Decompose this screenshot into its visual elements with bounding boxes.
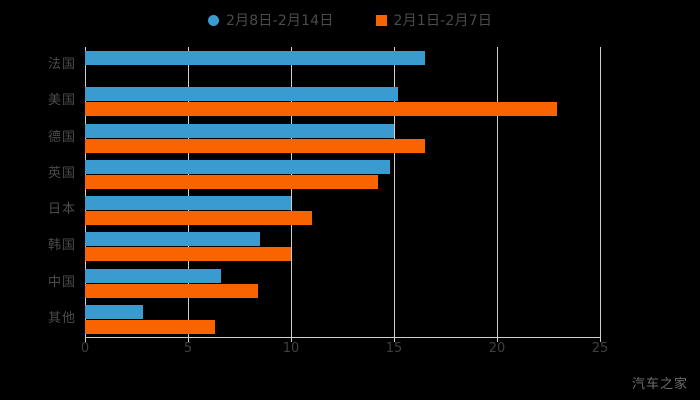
category-label-6: 中国	[47, 274, 76, 290]
legend-item-1[interactable]: 2月1日-2月7日	[375, 10, 493, 30]
square-marker-icon	[375, 14, 387, 26]
x-tick-mark-25	[600, 337, 601, 342]
category-label-4: 日本	[47, 202, 76, 218]
watermark-label: 汽车之家	[631, 377, 688, 392]
bar-current[interactable]	[85, 196, 291, 210]
gridline-x-5	[188, 47, 189, 337]
bar-previous[interactable]	[85, 319, 215, 334]
legend-label-0: 2月8日-2月14日	[225, 13, 334, 29]
bar-current[interactable]	[85, 51, 425, 65]
circle-marker-icon	[207, 14, 219, 26]
category-label-0: 法国	[47, 57, 76, 73]
bar-group	[85, 230, 600, 266]
legend-item-0[interactable]: 2月8日-2月14日	[207, 10, 334, 30]
x-tick-mark-0	[85, 337, 86, 342]
x-tick-label-15: 15	[385, 341, 403, 356]
bar-previous[interactable]	[85, 247, 291, 262]
bar-current[interactable]	[85, 304, 143, 319]
category-label-7: 其他	[47, 310, 76, 326]
bar-previous[interactable]	[85, 174, 378, 189]
plot-area	[85, 47, 601, 339]
legend-label-1: 2月1日-2月7日	[393, 13, 493, 29]
x-axis-line	[85, 337, 601, 338]
bar-previous[interactable]	[85, 138, 425, 153]
x-tick-label-25: 25	[591, 341, 609, 356]
gridline-x-0	[85, 47, 86, 337]
gridline-x-15	[394, 47, 395, 337]
bar-group	[85, 303, 600, 339]
bar-current[interactable]	[85, 87, 399, 102]
bar-group	[85, 122, 600, 158]
x-tick-label-10: 10	[282, 341, 300, 356]
bar-previous[interactable]	[85, 102, 557, 117]
bar-current[interactable]	[85, 159, 390, 174]
x-tick-mark-15	[394, 337, 395, 342]
x-tick-mark-5	[188, 337, 189, 342]
bar-group	[85, 49, 600, 85]
y-axis-category-labels: 法国美国德国英国日本韩国中国其他	[0, 47, 76, 337]
category-label-2: 德国	[47, 129, 76, 145]
bar-previous[interactable]	[85, 283, 259, 298]
bar-previous[interactable]	[85, 211, 312, 225]
gridline-x-10	[291, 47, 292, 337]
chart-legend: 2月8日-2月14日 2月1日-2月7日	[0, 8, 700, 32]
x-tick-label-5: 5	[183, 341, 193, 356]
category-label-1: 美国	[47, 93, 76, 109]
x-tick-mark-20	[497, 337, 498, 342]
bar-group	[85, 85, 600, 121]
category-label-5: 韩国	[47, 238, 76, 254]
bar-current[interactable]	[85, 232, 261, 247]
x-tick-label-0: 0	[80, 341, 90, 356]
x-tick-mark-10	[291, 337, 292, 342]
bar-group	[85, 158, 600, 194]
x-axis-tick-labels: 0 5 10 15 20 25	[0, 341, 700, 361]
gridline-x-25	[600, 47, 601, 337]
bar-current[interactable]	[85, 268, 221, 283]
x-tick-label-20: 20	[488, 341, 506, 356]
bar-group	[85, 194, 600, 230]
category-label-3: 英国	[47, 165, 76, 181]
gridline-x-20	[497, 47, 498, 337]
bar-current[interactable]	[85, 123, 394, 138]
bar-group	[85, 267, 600, 303]
